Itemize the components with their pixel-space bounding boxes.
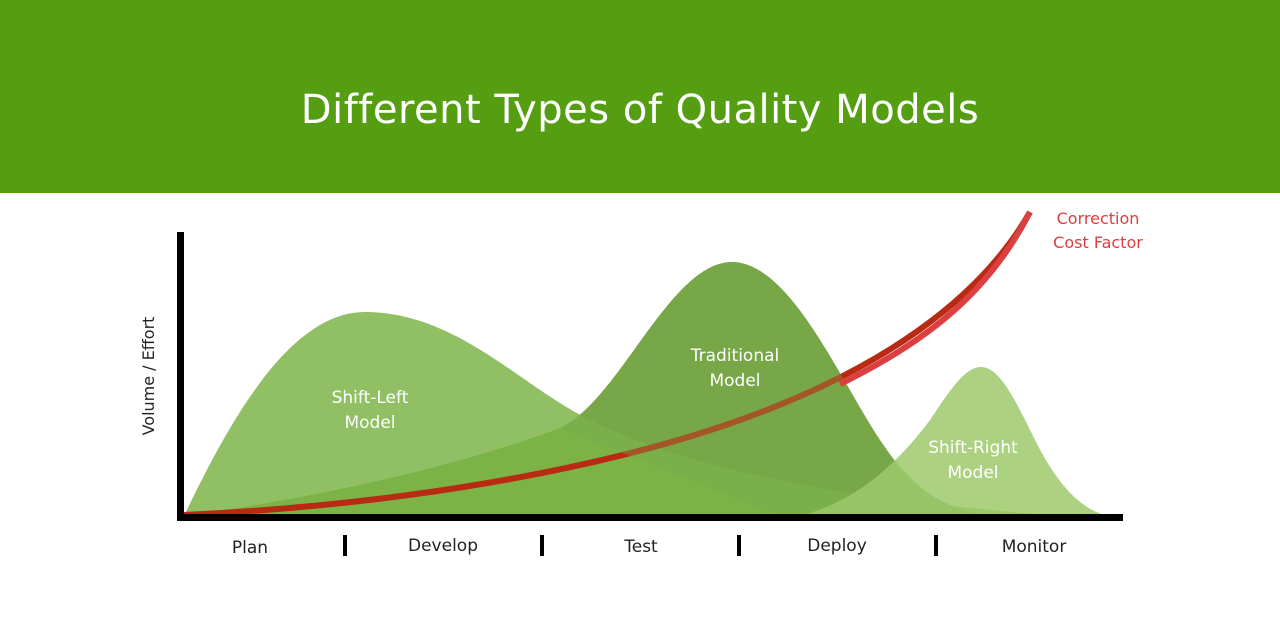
shift-right-label-line1: Shift-Right (928, 438, 1018, 458)
shift-right-label-line2: Model (947, 463, 998, 483)
y-axis-label: Volume / Effort (139, 317, 158, 436)
phase-label-plan: Plan (232, 538, 268, 558)
traditional-model-overlay (560, 262, 1000, 516)
phase-separator (934, 535, 938, 556)
shift-left-label-line1: Shift-Left (332, 388, 409, 408)
phase-label-monitor: Monitor (1002, 537, 1067, 557)
x-axis (177, 514, 1123, 521)
phase-separator (737, 535, 741, 556)
phase-label-deploy: Deploy (807, 536, 867, 556)
traditional-label-line2: Model (709, 371, 760, 391)
header-banner: Different Types of Quality Models (0, 0, 1280, 193)
shift-left-model-area (184, 312, 1060, 516)
correction-cost-curve-front (838, 210, 1033, 387)
phase-separator (343, 535, 347, 556)
correction-cost-curve (183, 210, 1033, 518)
cost-factor-label-line2: Cost Factor (1053, 233, 1143, 252)
page-title: Different Types of Quality Models (300, 86, 980, 133)
shift-right-model-area (800, 367, 1110, 516)
phase-separator (540, 535, 544, 556)
y-axis (177, 232, 184, 521)
traditional-label-line1: Traditional (690, 346, 780, 366)
traditional-model-area (184, 262, 1000, 516)
shift-left-label-line2: Model (344, 413, 395, 433)
phase-label-test: Test (623, 537, 658, 557)
cost-factor-label-line1: Correction (1057, 209, 1140, 228)
phase-label-develop: Develop (408, 536, 478, 556)
